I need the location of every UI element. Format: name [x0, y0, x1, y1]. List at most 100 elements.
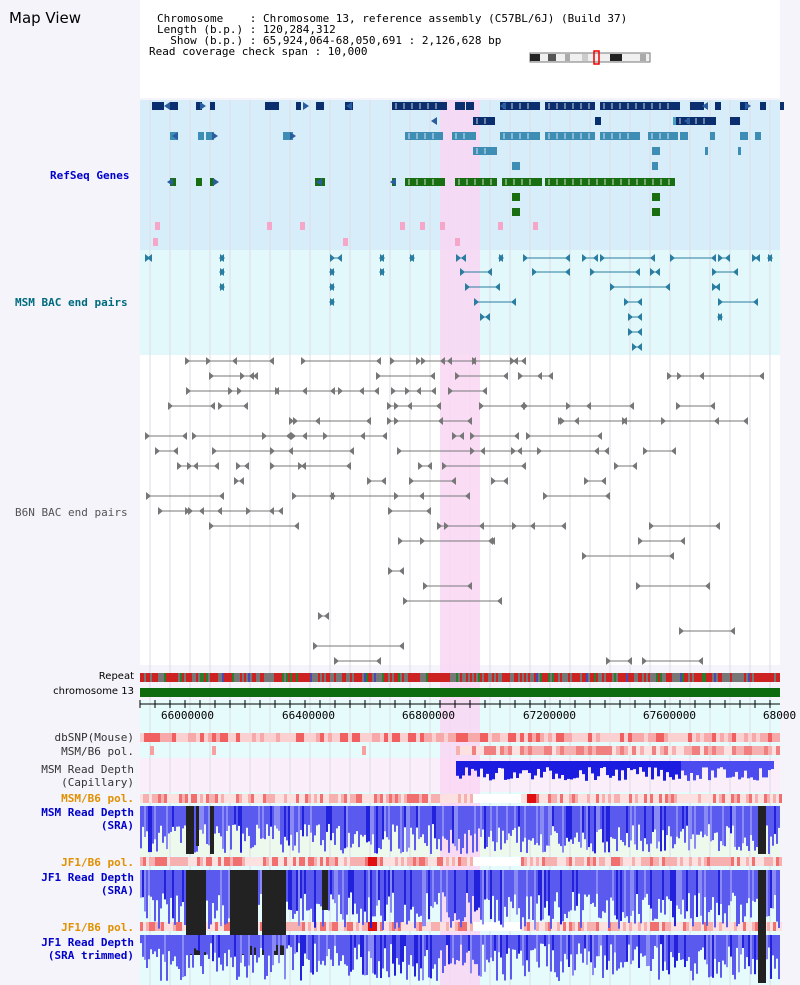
msm-b6-pol-sra-label[interactable]: MSM/B6 pol. [61, 792, 134, 805]
depth-bar [714, 870, 716, 928]
polymorphism-cell [404, 857, 407, 866]
polymorphism-cell [668, 857, 671, 866]
dbsnp-density [480, 733, 484, 742]
depth-bar [468, 870, 470, 903]
depth-bar [576, 761, 579, 778]
polymorphism-cell [323, 857, 326, 866]
b6n-bac-label[interactable]: B6N BAC end pairs [15, 506, 128, 519]
polymorphism-cell [323, 922, 326, 931]
strand-arrow [684, 117, 690, 125]
depth-bar [746, 806, 748, 846]
depth-bar [514, 935, 516, 950]
repeat-element [684, 673, 686, 682]
depth-bar [768, 761, 771, 771]
polymorphism-cell [617, 794, 620, 803]
depth-bar [740, 806, 742, 851]
jf1-b6-pol-sra-label[interactable]: JF1/B6 pol. [61, 856, 134, 869]
polymorphism-cell [704, 794, 707, 803]
b6n-bac-pair-end [301, 357, 306, 365]
repeat-element [150, 673, 152, 682]
depth-bar [729, 761, 732, 778]
b6n-bac-pair-end [472, 357, 477, 365]
repeat-element [540, 673, 542, 682]
msm-depth-sra-label[interactable]: MSM Read Depth (SRA) [41, 806, 134, 832]
repeat-element [374, 673, 376, 682]
depth-bar [238, 806, 240, 826]
depth-bar [588, 761, 591, 768]
polymorphism-cell [664, 746, 668, 755]
depth-bar [558, 806, 560, 844]
polymorphism-cell [596, 922, 599, 931]
depth-bar [558, 761, 561, 779]
msm-bac-pair-end [715, 283, 720, 291]
depth-bar [714, 935, 716, 959]
polymorphism-cell [644, 857, 647, 866]
dbsnp-density [312, 733, 316, 742]
polymorphism-cell [732, 746, 736, 755]
repeat-element [386, 673, 388, 682]
polymorphism-cell [572, 794, 575, 803]
depth-bar [256, 806, 258, 825]
polymorphism-cell [293, 857, 296, 866]
depth-bar [678, 870, 680, 909]
depth-bar [470, 806, 472, 836]
depth-bar [748, 806, 750, 851]
polymorphism-cell [341, 857, 344, 866]
polymorphism-cell [698, 794, 701, 803]
msm-bac-pair-end [565, 268, 570, 276]
polymorphism-cell [602, 794, 605, 803]
polymorphism-cell [680, 857, 683, 866]
depth-bar [214, 870, 216, 919]
b6n-bac-pair-end [470, 432, 475, 440]
depth-bar [442, 935, 444, 973]
depth-bar [480, 870, 482, 920]
polymorphism-cell [677, 794, 680, 803]
polymorphism-cell [563, 922, 566, 931]
gene-feature [152, 102, 164, 110]
depth-bar [582, 761, 585, 775]
polymorphism-cell [614, 857, 617, 866]
polymorphism-cell [278, 794, 281, 803]
depth-bar [726, 761, 729, 778]
depth-bar [548, 935, 550, 945]
b6n-bac-pair-end [387, 417, 392, 425]
b6n-bac-pair-end [421, 357, 426, 365]
depth-bar [604, 806, 606, 853]
depth-bar [536, 870, 538, 904]
msm-bac-label[interactable]: MSM BAC end pairs [15, 296, 128, 309]
depth-bar [464, 806, 466, 834]
polymorphism-cell [521, 794, 524, 803]
depth-bar [162, 870, 164, 894]
high-depth-region [196, 806, 199, 846]
msm-depth-capillary-label[interactable]: MSM Read Depth (Capillary) [41, 763, 134, 789]
repeat-element [350, 673, 352, 682]
depth-bar [664, 870, 666, 915]
dbsnp-density [248, 733, 252, 742]
depth-bar [232, 806, 234, 826]
depth-bar [650, 806, 652, 844]
polymorphism-cell [200, 857, 203, 866]
depth-bar [498, 761, 501, 768]
depth-bar [630, 935, 632, 965]
polymorphism-cell [482, 922, 485, 931]
msm-b6-pol-capillary-label[interactable]: MSM/B6 pol. [61, 745, 134, 758]
b6n-bac-pair-end [246, 507, 251, 515]
refseq-genes-label[interactable]: RefSeq Genes [50, 169, 130, 182]
msm-bac-pair-end [712, 268, 717, 276]
dbsnp-density [468, 733, 472, 742]
jf1-depth-sra-label[interactable]: JF1 Read Depth (SRA) [41, 871, 134, 897]
polymorphism-cell [551, 794, 554, 803]
b6n-bac-pair-end [710, 402, 715, 410]
repeat-element [654, 673, 656, 682]
polymorphism-cell [656, 746, 660, 755]
jf1-b6-pol-trimmed-label[interactable]: JF1/B6 pol. [61, 921, 134, 934]
jf1-depth-trimmed-label[interactable]: JF1 Read Depth (SRA trimmed) [41, 936, 134, 962]
repeat-element [686, 673, 688, 682]
repeat-element [402, 673, 404, 682]
dbsnp-density [380, 733, 384, 742]
depth-bar [471, 761, 474, 769]
polymorphism-cell [728, 922, 731, 931]
dbsnp-label[interactable]: dbSNP(Mouse) [54, 731, 134, 744]
repeat-element [198, 673, 200, 682]
